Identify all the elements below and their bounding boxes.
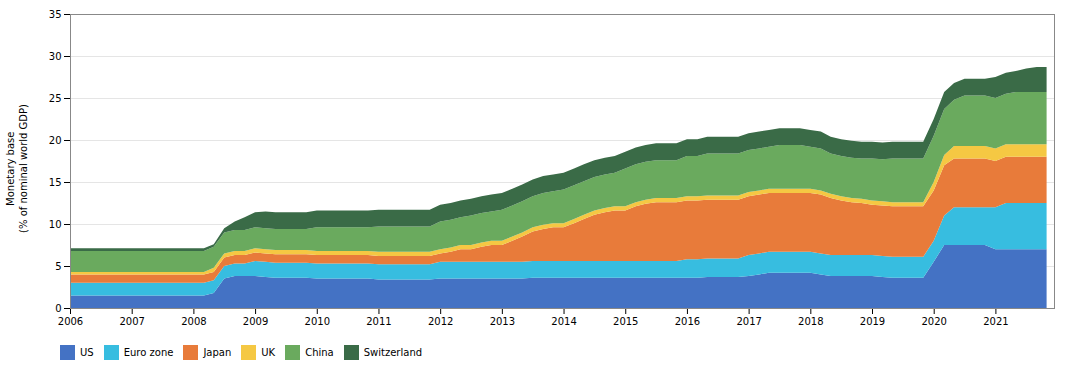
svg-text:10: 10: [49, 219, 62, 230]
svg-text:2014: 2014: [551, 316, 576, 327]
svg-text:15: 15: [49, 177, 62, 188]
html-text:Switzerland: Switzerland: [363, 347, 423, 358]
svg-text:2008: 2008: [181, 316, 206, 327]
svg-text:0: 0: [55, 303, 61, 314]
svg-text:2013: 2013: [490, 316, 515, 327]
svg-text:2017: 2017: [736, 316, 761, 327]
html-text:Japan: Japan: [203, 347, 232, 358]
svg-text:2021: 2021: [983, 316, 1008, 327]
html-text:UK: UK: [261, 347, 276, 358]
svg-text:2006: 2006: [58, 316, 83, 327]
svg-text:2019: 2019: [860, 316, 885, 327]
html-text:Monetary base (% of nominal wo: Monetary base (% of nominal world GDP): [4, 103, 28, 233]
html-text:US: US: [80, 347, 94, 358]
svg-text:5: 5: [55, 261, 61, 272]
svg-text:20: 20: [49, 135, 62, 146]
svg-text:2010: 2010: [305, 316, 330, 327]
svg-text:30: 30: [49, 51, 62, 62]
html-text:Euro zone: Euro zone: [123, 347, 174, 358]
svg-text:25: 25: [49, 93, 62, 104]
svg-text:2015: 2015: [613, 316, 638, 327]
svg-text:35: 35: [49, 9, 62, 20]
svg-text:2012: 2012: [428, 316, 453, 327]
html-text:China: China: [305, 347, 334, 358]
svg-text:2009: 2009: [243, 316, 268, 327]
svg-text:2020: 2020: [921, 316, 946, 327]
svg-text:2016: 2016: [675, 316, 700, 327]
svg-text:2007: 2007: [119, 316, 144, 327]
svg-text:2018: 2018: [798, 316, 823, 327]
svg-text:2011: 2011: [366, 316, 391, 327]
